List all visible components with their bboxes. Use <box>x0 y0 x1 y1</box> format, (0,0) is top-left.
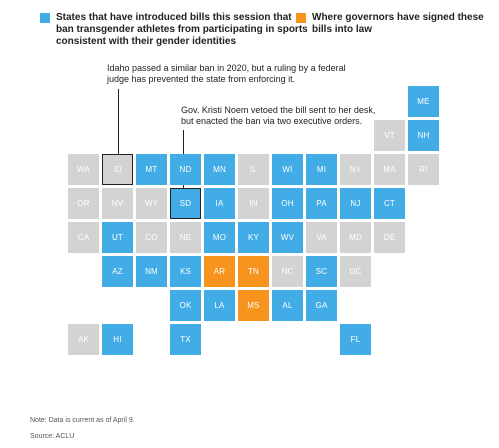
state-tile-la: LA <box>204 290 235 321</box>
legend-label-introduced: States that have introduced bills this s… <box>56 12 308 47</box>
state-tile-sd: SD <box>170 188 201 219</box>
state-tile-mn: MN <box>204 154 235 185</box>
state-tile-ks: KS <box>170 256 201 287</box>
footnote: Note: Data is current as of April 9. <box>30 417 135 424</box>
state-tile-vt: VT <box>374 120 405 151</box>
source-note: Source: ACLU <box>30 433 75 440</box>
legend: States that have introduced bills this s… <box>0 12 499 72</box>
state-tile-il: IL <box>238 154 269 185</box>
state-tile-id: ID <box>102 154 133 185</box>
state-tile-ok: OK <box>170 290 201 321</box>
state-tile-nc: NC <box>272 256 303 287</box>
state-tile-tx: TX <box>170 324 201 355</box>
legend-swatch-introduced <box>40 13 50 23</box>
annotation-south-dakota: Gov. Kristi Noem vetoed the bill sent to… <box>181 105 376 126</box>
state-tile-me: ME <box>408 86 439 117</box>
state-tile-ny: NY <box>340 154 371 185</box>
state-tile-wa: WA <box>68 154 99 185</box>
state-tile-ga: GA <box>306 290 337 321</box>
state-tile-ak: AK <box>68 324 99 355</box>
state-tile-hi: HI <box>102 324 133 355</box>
state-tile-ca: CA <box>68 222 99 253</box>
state-tile-nv: NV <box>102 188 133 219</box>
annotation-leader-idaho <box>118 89 119 156</box>
state-tile-ct: CT <box>374 188 405 219</box>
state-tile-az: AZ <box>102 256 133 287</box>
state-tile-ar: AR <box>204 256 235 287</box>
state-tile-ky: KY <box>238 222 269 253</box>
state-tile-mt: MT <box>136 154 167 185</box>
state-tile-sc: SC <box>306 256 337 287</box>
state-tile-pa: PA <box>306 188 337 219</box>
state-tile-wv: WV <box>272 222 303 253</box>
state-tile-mo: MO <box>204 222 235 253</box>
state-tile-nj: NJ <box>340 188 371 219</box>
state-tile-va: VA <box>306 222 337 253</box>
state-tile-al: AL <box>272 290 303 321</box>
state-tile-oh: OH <box>272 188 303 219</box>
state-tile-ms: MS <box>238 290 269 321</box>
state-tile-mi: MI <box>306 154 337 185</box>
annotation-idaho: Idaho passed a similar ban in 2020, but … <box>107 63 346 84</box>
state-tile-dc: DC <box>340 256 371 287</box>
state-tile-tn: TN <box>238 256 269 287</box>
state-tile-nh: NH <box>408 120 439 151</box>
state-tile-ne: NE <box>170 222 201 253</box>
legend-label-signed: Where governors have signed these bills … <box>312 12 484 35</box>
state-tile-wi: WI <box>272 154 303 185</box>
state-tile-de: DE <box>374 222 405 253</box>
state-tile-ma: MA <box>374 154 405 185</box>
legend-swatch-signed <box>296 13 306 23</box>
state-tile-nd: ND <box>170 154 201 185</box>
state-tile-co: CO <box>136 222 167 253</box>
state-tile-wy: WY <box>136 188 167 219</box>
state-tile-md: MD <box>340 222 371 253</box>
state-tile-or: OR <box>68 188 99 219</box>
state-tile-fl: FL <box>340 324 371 355</box>
state-tile-in: IN <box>238 188 269 219</box>
state-tile-ut: UT <box>102 222 133 253</box>
state-tile-ri: RI <box>408 154 439 185</box>
state-tile-ia: IA <box>204 188 235 219</box>
state-tile-nm: NM <box>136 256 167 287</box>
